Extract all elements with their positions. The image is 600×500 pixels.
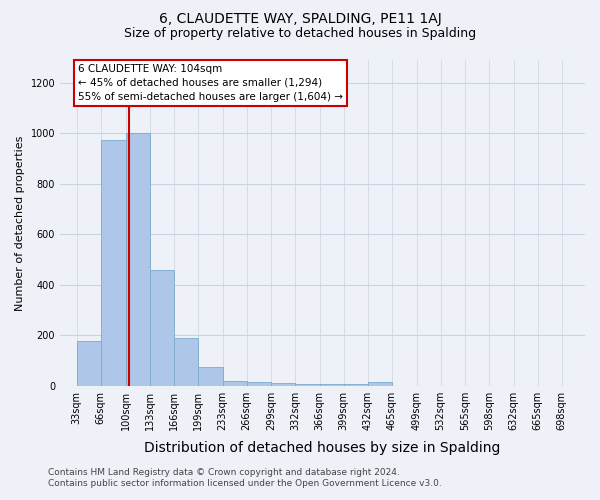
Text: Contains HM Land Registry data © Crown copyright and database right 2024.
Contai: Contains HM Land Registry data © Crown c… <box>48 468 442 487</box>
Bar <box>198 366 223 386</box>
Y-axis label: Number of detached properties: Number of detached properties <box>15 135 25 310</box>
Bar <box>125 133 150 386</box>
Bar <box>174 338 198 386</box>
Bar <box>271 383 295 386</box>
Bar <box>150 270 174 386</box>
Text: 6 CLAUDETTE WAY: 104sqm
← 45% of detached houses are smaller (1,294)
55% of semi: 6 CLAUDETTE WAY: 104sqm ← 45% of detache… <box>78 64 343 102</box>
Bar <box>223 380 247 386</box>
Bar <box>368 382 392 386</box>
Bar <box>344 384 368 386</box>
X-axis label: Distribution of detached houses by size in Spalding: Distribution of detached houses by size … <box>145 441 501 455</box>
Bar <box>247 382 271 386</box>
Text: Size of property relative to detached houses in Spalding: Size of property relative to detached ho… <box>124 28 476 40</box>
Text: 6, CLAUDETTE WAY, SPALDING, PE11 1AJ: 6, CLAUDETTE WAY, SPALDING, PE11 1AJ <box>158 12 442 26</box>
Bar <box>295 384 320 386</box>
Bar <box>101 140 125 386</box>
Bar <box>77 342 101 386</box>
Bar <box>320 384 344 386</box>
